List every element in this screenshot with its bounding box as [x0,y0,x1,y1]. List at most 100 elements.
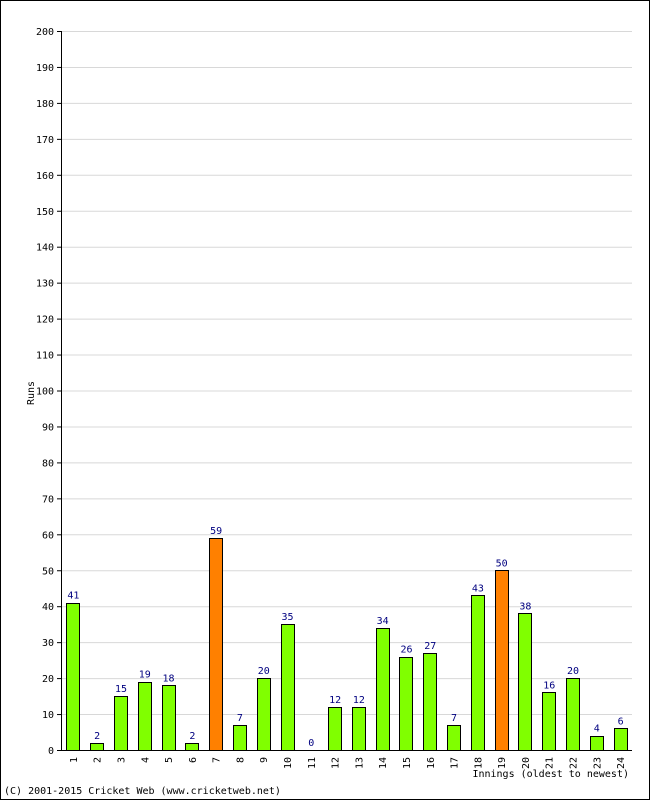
y-tick-label: 90 [42,422,54,433]
bar [518,613,532,751]
x-tick-label: 7 [212,757,223,763]
data-label: 27 [424,641,436,652]
data-label: 0 [308,738,314,749]
data-label: 26 [400,645,412,656]
y-tick-label: 130 [36,279,54,290]
y-tick-label: 200 [36,27,54,38]
bar [185,743,199,751]
data-label: 20 [567,666,579,677]
y-tick-label: 190 [36,63,54,74]
x-tick-label: 15 [402,757,413,769]
y-tick-label: 50 [42,566,54,577]
bar [376,628,390,751]
y-tick-label: 40 [42,602,54,613]
y-tick-label: 140 [36,243,54,254]
bar [257,678,271,751]
y-tick-label: 70 [42,494,54,505]
bar [614,728,628,751]
y-tick-label: 150 [36,207,54,218]
data-labels: 41 2 15 19 18 2 59 7 20 35 0 12 12 34 26 27 7 43 50 38 16 20 4… [67,526,623,749]
x-tick-label: 5 [164,757,175,763]
x-tick-label: 19 [497,757,508,769]
data-label: 41 [67,591,79,602]
bar [209,538,223,751]
x-tick-labels: 1 2 3 4 5 6 7 8 9 10 11 12 13 14 15 16 17 18 19 20 21 22 23 24 [69,757,627,769]
y-tick-labels: 0 10 20 30 40 50 60 70 80 90 100 110 120 130 140 150 160… [36,27,54,757]
x-tick-label: 24 [616,757,627,769]
data-label: 59 [210,526,222,537]
x-tick-label: 6 [188,757,199,763]
data-label: 20 [258,666,270,677]
y-tick-label: 170 [36,135,54,146]
data-label: 4 [594,724,600,735]
bar [233,725,247,751]
bar [281,624,295,751]
x-tick-label: 12 [331,757,342,769]
data-label: 35 [281,612,293,623]
bar [66,603,80,751]
x-tick-label: 9 [259,757,270,763]
x-tick-label: 3 [116,757,127,763]
y-tick-label: 110 [36,351,54,362]
bar [352,707,366,751]
bar [447,725,461,751]
bar [471,595,485,751]
bar [566,678,580,751]
data-label: 15 [115,684,127,695]
y-tick-label: 160 [36,171,54,182]
data-label: 7 [237,713,243,724]
y-tick-label: 180 [36,99,54,110]
x-tick-label: 22 [569,757,580,769]
x-tick-label: 1 [69,757,80,763]
data-label: 2 [94,731,100,742]
axes [57,31,632,751]
data-label: 16 [543,680,555,691]
bar [328,707,342,751]
y-tick-label: 30 [42,638,54,649]
bar [399,657,413,751]
x-tick-label: 16 [426,757,437,769]
data-label: 6 [618,716,624,727]
y-tick-label: 80 [42,458,54,469]
y-tick-label: 120 [36,315,54,326]
x-tick-label: 10 [283,757,294,769]
data-label: 12 [353,695,365,706]
y-tick-label: 100 [36,387,54,398]
data-label: 50 [496,558,508,569]
x-tick-label: 11 [307,757,318,769]
x-tick-label: 13 [354,757,365,769]
x-tick-label: 14 [378,757,389,769]
y-tick-label: 0 [48,746,54,757]
x-tick-label: 17 [450,757,461,769]
x-axis-label: Innings (oldest to newest) [472,769,629,780]
data-label: 7 [451,713,457,724]
x-tick-label: 20 [521,757,532,769]
y-tick-label: 10 [42,710,54,721]
gridlines [61,31,632,716]
bar [423,653,437,751]
x-tick-label: 21 [545,757,556,769]
data-label: 2 [189,731,195,742]
x-tick-label: 4 [140,757,151,763]
data-label: 18 [163,673,175,684]
bar [590,736,604,751]
y-tick-label: 20 [42,674,54,685]
bar [114,696,128,751]
y-axis-label: Runs [26,381,37,405]
data-label: 43 [472,583,484,594]
x-tick-label: 18 [473,757,484,769]
bar [90,743,104,751]
y-tick-label: 60 [42,530,54,541]
bar [495,570,509,751]
data-label: 12 [329,695,341,706]
bar [542,692,556,751]
data-label: 34 [377,616,389,627]
x-tick-label: 8 [235,757,246,763]
x-tick-label: 23 [592,757,603,769]
bar [162,685,176,751]
data-label: 38 [519,601,531,612]
bar [138,682,152,751]
copyright-credit: (C) 2001-2015 Cricket Web (www.cricketwe… [4,786,281,797]
